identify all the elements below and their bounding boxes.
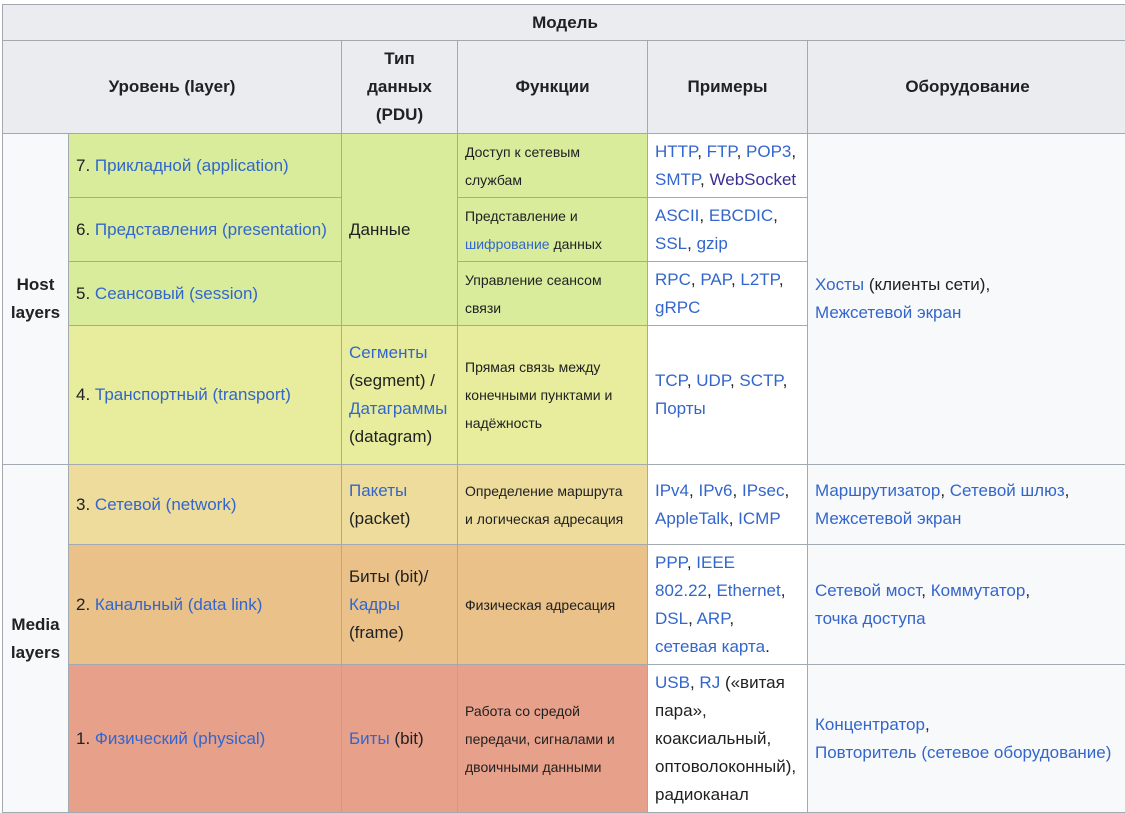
equipment-firewall-link-2[interactable]: Межсетевой экран <box>815 509 961 528</box>
examples-1: USB, RJ («витая пара», коаксиальный, опт… <box>648 665 808 813</box>
example-ports-link[interactable]: Порты <box>655 399 706 418</box>
example-ftp-link[interactable]: FTP <box>707 142 737 161</box>
function-7: Доступ к сетевым службам <box>458 134 648 198</box>
table-row: 1. Физический (physical) Биты (bit) Рабо… <box>3 665 1125 813</box>
packets-link[interactable]: Пакеты <box>349 481 407 500</box>
equipment-router-link[interactable]: Маршрутизатор <box>815 481 940 500</box>
layer-5-link[interactable]: Сеансовый (session) <box>95 284 258 303</box>
examples-3: IPv4, IPv6, IPsec, AppleTalk, ICMP <box>648 465 808 545</box>
function-4: Прямая связь между конечными пунктами и … <box>458 326 648 465</box>
equipment-physical: Концентратор, Повторитель (сетевое обору… <box>808 665 1125 813</box>
function-3: Определение маршрута и логическая адреса… <box>458 465 648 545</box>
example-nic-link[interactable]: сетевая карта <box>655 637 765 656</box>
example-tcp-link[interactable]: TCP <box>655 371 687 390</box>
layer-2-cell: 2. Канальный (data link) <box>69 545 342 665</box>
header-examples: Примеры <box>648 41 808 134</box>
examples-4: TCP, UDP, SCTP, Порты <box>648 326 808 465</box>
layer-7-cell: 7. Прикладной (application) <box>69 134 342 198</box>
example-usb-link[interactable]: USB <box>655 673 690 692</box>
datagrams-link[interactable]: Датаграммы <box>349 399 447 418</box>
example-ppp-link[interactable]: PPP <box>655 553 687 572</box>
bits-link[interactable]: Биты <box>349 729 390 748</box>
equipment-datalink: Сетевой мост, Коммутатор, точка доступа <box>808 545 1125 665</box>
segments-link[interactable]: Сегменты <box>349 343 427 362</box>
example-rj-link[interactable]: RJ <box>699 673 720 692</box>
equipment-ap-link[interactable]: точка доступа <box>815 609 926 628</box>
equipment-hub-link[interactable]: Концентратор <box>815 715 925 734</box>
pdu-network: Пакеты (packet) <box>342 465 458 545</box>
example-ethernet-link[interactable]: Ethernet <box>716 581 780 600</box>
header-equipment: Оборудование <box>808 41 1125 134</box>
example-ssl-link[interactable]: SSL <box>655 234 687 253</box>
header-pdu: Тип данных (PDU) <box>342 41 458 134</box>
example-ipsec-link[interactable]: IPsec <box>742 481 785 500</box>
table-row: 2. Канальный (data link) Биты (bit)/ Кад… <box>3 545 1125 665</box>
examples-7: HTTP, FTP, POP3, SMTP, WebSocket <box>648 134 808 198</box>
layer-7-link[interactable]: Прикладной (application) <box>95 156 289 175</box>
function-2: Физическая адресация <box>458 545 648 665</box>
example-ipv4-link[interactable]: IPv4 <box>655 481 689 500</box>
example-ascii-link[interactable]: ASCII <box>655 206 699 225</box>
table-row: Media layers 3. Сетевой (network) Пакеты… <box>3 465 1125 545</box>
layer-5-cell: 5. Сеансовый (session) <box>69 262 342 326</box>
equipment-repeater-link[interactable]: Повторитель (сетевое оборудование) <box>815 743 1111 762</box>
group-media-layers: Media layers <box>3 465 69 813</box>
examples-6: ASCII, EBCDIC, SSL, gzip <box>648 198 808 262</box>
layer-1-link[interactable]: Физический (physical) <box>95 729 265 748</box>
layer-4-link[interactable]: Транспортный (transport) <box>95 385 291 404</box>
equipment-network: Маршрутизатор, Сетевой шлюз, Межсетевой … <box>808 465 1125 545</box>
example-smtp-link[interactable]: SMTP <box>655 170 700 189</box>
pdu-datalink: Биты (bit)/ Кадры (frame) <box>342 545 458 665</box>
group-host-layers: Host layers <box>3 134 69 465</box>
example-dsl-link[interactable]: DSL <box>655 609 688 628</box>
layer-3-link[interactable]: Сетевой (network) <box>95 495 237 514</box>
example-appletalk-link[interactable]: AppleTalk <box>655 509 729 528</box>
layer-2-link[interactable]: Канальный (data link) <box>95 595 262 614</box>
example-sctp-link[interactable]: SCTP <box>739 371 782 390</box>
example-pop3-link[interactable]: POP3 <box>746 142 791 161</box>
equipment-host: Хосты (клиенты сети), Межсетевой экран <box>808 134 1125 465</box>
frames-link[interactable]: Кадры <box>349 595 400 614</box>
pdu-data-cell: Данные <box>342 134 458 326</box>
layer-1-cell: 1. Физический (physical) <box>69 665 342 813</box>
equipment-gateway-link[interactable]: Сетевой шлюз <box>950 481 1065 500</box>
example-l2tp-link[interactable]: L2TP <box>740 270 778 289</box>
layer-6-link[interactable]: Представления (presentation) <box>95 220 327 239</box>
layer-6-cell: 6. Представления (presentation) <box>69 198 342 262</box>
table-caption: Модель <box>3 5 1125 41</box>
pdu-physical: Биты (bit) <box>342 665 458 813</box>
layer-4-cell: 4. Транспортный (transport) <box>69 326 342 465</box>
example-pap-link[interactable]: PAP <box>700 270 731 289</box>
example-arp-link[interactable]: ARP <box>697 609 730 628</box>
header-functions: Функции <box>458 41 648 134</box>
example-http-link[interactable]: HTTP <box>655 142 697 161</box>
header-layer: Уровень (layer) <box>3 41 342 134</box>
example-udp-link[interactable]: UDP <box>696 371 730 390</box>
function-5: Управление сеансом связи <box>458 262 648 326</box>
layer-3-cell: 3. Сетевой (network) <box>69 465 342 545</box>
equipment-bridge-link[interactable]: Сетевой мост <box>815 581 921 600</box>
equipment-firewall-link[interactable]: Межсетевой экран <box>815 303 961 322</box>
example-grpc-link[interactable]: gRPC <box>655 298 700 317</box>
pdu-transport: Сегменты (segment) / Датаграммы (datagra… <box>342 326 458 465</box>
examples-5: RPC, PAP, L2TP, gRPC <box>648 262 808 326</box>
example-gzip-link[interactable]: gzip <box>697 234 728 253</box>
equipment-switch-link[interactable]: Коммутатор <box>931 581 1026 600</box>
function-6: Представление и шифрование данных <box>458 198 648 262</box>
example-icmp-link[interactable]: ICMP <box>738 509 781 528</box>
function-1: Работа со средой передачи, сигналами и д… <box>458 665 648 813</box>
example-ipv6-link[interactable]: IPv6 <box>698 481 732 500</box>
equipment-hosts-link[interactable]: Хосты <box>815 275 864 294</box>
encryption-link[interactable]: шифрование <box>465 236 550 252</box>
example-websocket-link[interactable]: WebSocket <box>710 170 797 189</box>
example-rpc-link[interactable]: RPC <box>655 270 691 289</box>
table-row: Host layers 7. Прикладной (application) … <box>3 134 1125 198</box>
example-ebcdic-link[interactable]: EBCDIC <box>709 206 773 225</box>
osi-model-table: Модель Уровень (layer) Тип данных (PDU) … <box>2 4 1125 813</box>
